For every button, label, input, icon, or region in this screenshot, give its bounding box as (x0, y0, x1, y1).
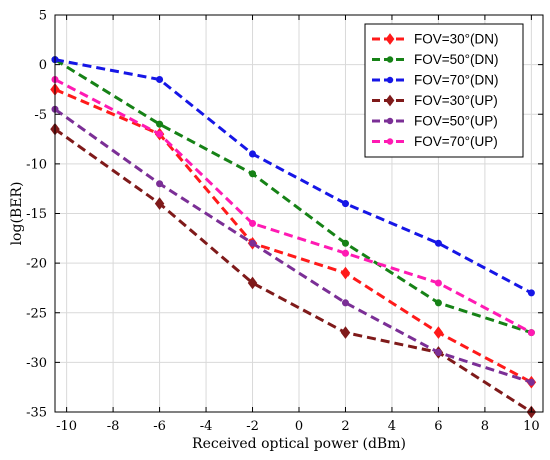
y-tick-label: -25 (26, 306, 47, 321)
x-tick-label: 4 (388, 419, 396, 434)
legend-marker (386, 117, 394, 125)
data-point (341, 299, 350, 307)
series-3 (51, 56, 535, 297)
data-point (527, 289, 535, 297)
series-line (54, 108, 532, 384)
legend-item: FOV=30°(DN) (372, 32, 499, 47)
x-tick-label: 0 (295, 419, 303, 434)
legend-box (364, 23, 524, 158)
legend-label: FOV=30°(UP) (414, 93, 498, 108)
x-tick-label: 2 (341, 419, 349, 434)
data-point (248, 150, 257, 158)
data-point (248, 170, 257, 178)
data-point (434, 299, 442, 307)
legend-label: FOV=30°(DN) (414, 32, 499, 47)
legend-label: FOV=70°(DN) (414, 73, 499, 88)
data-point (433, 326, 444, 339)
data-point (341, 249, 350, 257)
y-tick-label: -30 (26, 356, 47, 371)
series-line (54, 127, 533, 414)
x-axis-label: Received optical power (dBm) (192, 436, 406, 452)
y-tick-label: -5 (34, 108, 47, 123)
y-axis-label: log(BER) (9, 182, 25, 246)
legend-item: FOV=70°(UP) (372, 134, 498, 149)
legend: FOV=30°(DN) FOV=50°(DN) FOV=70°(DN) FOV=30°… (364, 23, 524, 158)
series-6 (51, 75, 535, 337)
x-tick-label: -8 (107, 419, 120, 434)
y-tick-label: -20 (26, 257, 47, 272)
data-point (156, 180, 164, 188)
legend-marker (386, 56, 394, 63)
legend-marker (385, 33, 395, 45)
data-point (156, 120, 164, 128)
series-line (54, 58, 533, 295)
legend-item: FOV=50°(UP) (372, 114, 498, 129)
data-point (340, 266, 351, 280)
data-point (341, 239, 350, 247)
data-point (154, 197, 165, 210)
x-tick-label: 6 (434, 419, 442, 434)
y-tick-label: -35 (26, 406, 47, 421)
data-point (340, 326, 351, 339)
x-tick-label: -4 (200, 419, 213, 434)
data-point (248, 219, 257, 227)
x-tick-label: -6 (153, 419, 166, 434)
data-point (434, 239, 442, 247)
data-point (156, 75, 164, 84)
series-line (54, 58, 532, 335)
legend-marker (386, 138, 394, 145)
legend-label: FOV=50°(UP) (414, 114, 498, 129)
data-point (434, 348, 442, 356)
data-point (248, 239, 257, 247)
data-point (156, 130, 164, 138)
data-point (341, 200, 350, 208)
legend-item: FOV=30°(UP) (372, 93, 498, 108)
x-tick-label: -10 (56, 419, 77, 434)
legend-item: FOV=50°(DN) (372, 52, 499, 67)
data-point (247, 276, 258, 290)
series-line (54, 78, 533, 334)
x-tick-label: 8 (481, 419, 489, 434)
legend-label: FOV=50°(DN) (414, 52, 499, 67)
data-point (527, 329, 535, 337)
legend-item: FOV=70°(DN) (372, 73, 499, 88)
y-tick-label: 5 (39, 9, 47, 24)
y-tick-label: 0 (39, 58, 47, 73)
series-line (54, 88, 533, 384)
data-point (527, 378, 535, 386)
legend-marker (386, 76, 394, 84)
y-tick-label: -15 (26, 207, 47, 222)
legend-label: FOV=70°(UP) (414, 134, 498, 149)
y-tick-label: -10 (26, 157, 47, 172)
series-5 (51, 105, 535, 386)
data-point (434, 279, 442, 287)
x-tick-label: 10 (523, 419, 540, 434)
series-lines (50, 56, 537, 419)
x-tick-label: -2 (246, 419, 259, 434)
legend-marker (385, 94, 395, 107)
